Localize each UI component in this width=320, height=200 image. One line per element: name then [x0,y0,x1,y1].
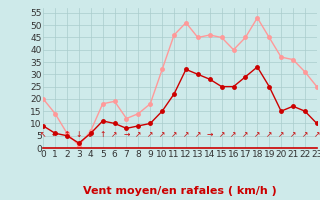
Text: ↗: ↗ [219,130,225,139]
Text: 5: 5 [100,150,106,159]
Text: ↗: ↗ [183,130,189,139]
Text: 17: 17 [240,150,251,159]
Text: 13: 13 [192,150,204,159]
Text: ↗: ↗ [111,130,118,139]
Text: 11: 11 [168,150,180,159]
Text: ↙: ↙ [88,130,94,139]
Text: 3: 3 [76,150,82,159]
Text: ↑: ↑ [64,130,70,139]
Text: 20: 20 [276,150,287,159]
Text: ↗: ↗ [302,130,308,139]
Text: 23: 23 [311,150,320,159]
Text: 1: 1 [52,150,58,159]
Text: ↗: ↗ [314,130,320,139]
Text: ↗: ↗ [171,130,177,139]
Text: 0: 0 [40,150,46,159]
Text: ↗: ↗ [278,130,284,139]
Text: Vent moyen/en rafales ( km/h ): Vent moyen/en rafales ( km/h ) [83,186,277,196]
Text: ↗: ↗ [159,130,165,139]
Text: 12: 12 [180,150,192,159]
Text: 16: 16 [228,150,239,159]
Text: ↗: ↗ [230,130,237,139]
Text: →: → [206,130,213,139]
Text: 8: 8 [135,150,141,159]
Text: 21: 21 [287,150,299,159]
Text: 15: 15 [216,150,228,159]
Text: 10: 10 [156,150,168,159]
Text: 22: 22 [299,150,310,159]
Text: ↗: ↗ [254,130,260,139]
Text: 6: 6 [112,150,117,159]
Text: ←: ← [52,130,58,139]
Text: ↗: ↗ [266,130,272,139]
Text: ↗: ↗ [242,130,249,139]
Text: ↖: ↖ [40,130,46,139]
Text: ↗: ↗ [195,130,201,139]
Text: ↓: ↓ [76,130,82,139]
Text: ↑: ↑ [100,130,106,139]
Text: ↗: ↗ [135,130,141,139]
Text: 2: 2 [64,150,70,159]
Text: →: → [123,130,130,139]
Text: 18: 18 [252,150,263,159]
Text: ↗: ↗ [147,130,154,139]
Text: ↗: ↗ [290,130,296,139]
Text: 9: 9 [148,150,153,159]
Text: 7: 7 [124,150,129,159]
Text: 19: 19 [263,150,275,159]
Text: 14: 14 [204,150,215,159]
Text: 4: 4 [88,150,93,159]
